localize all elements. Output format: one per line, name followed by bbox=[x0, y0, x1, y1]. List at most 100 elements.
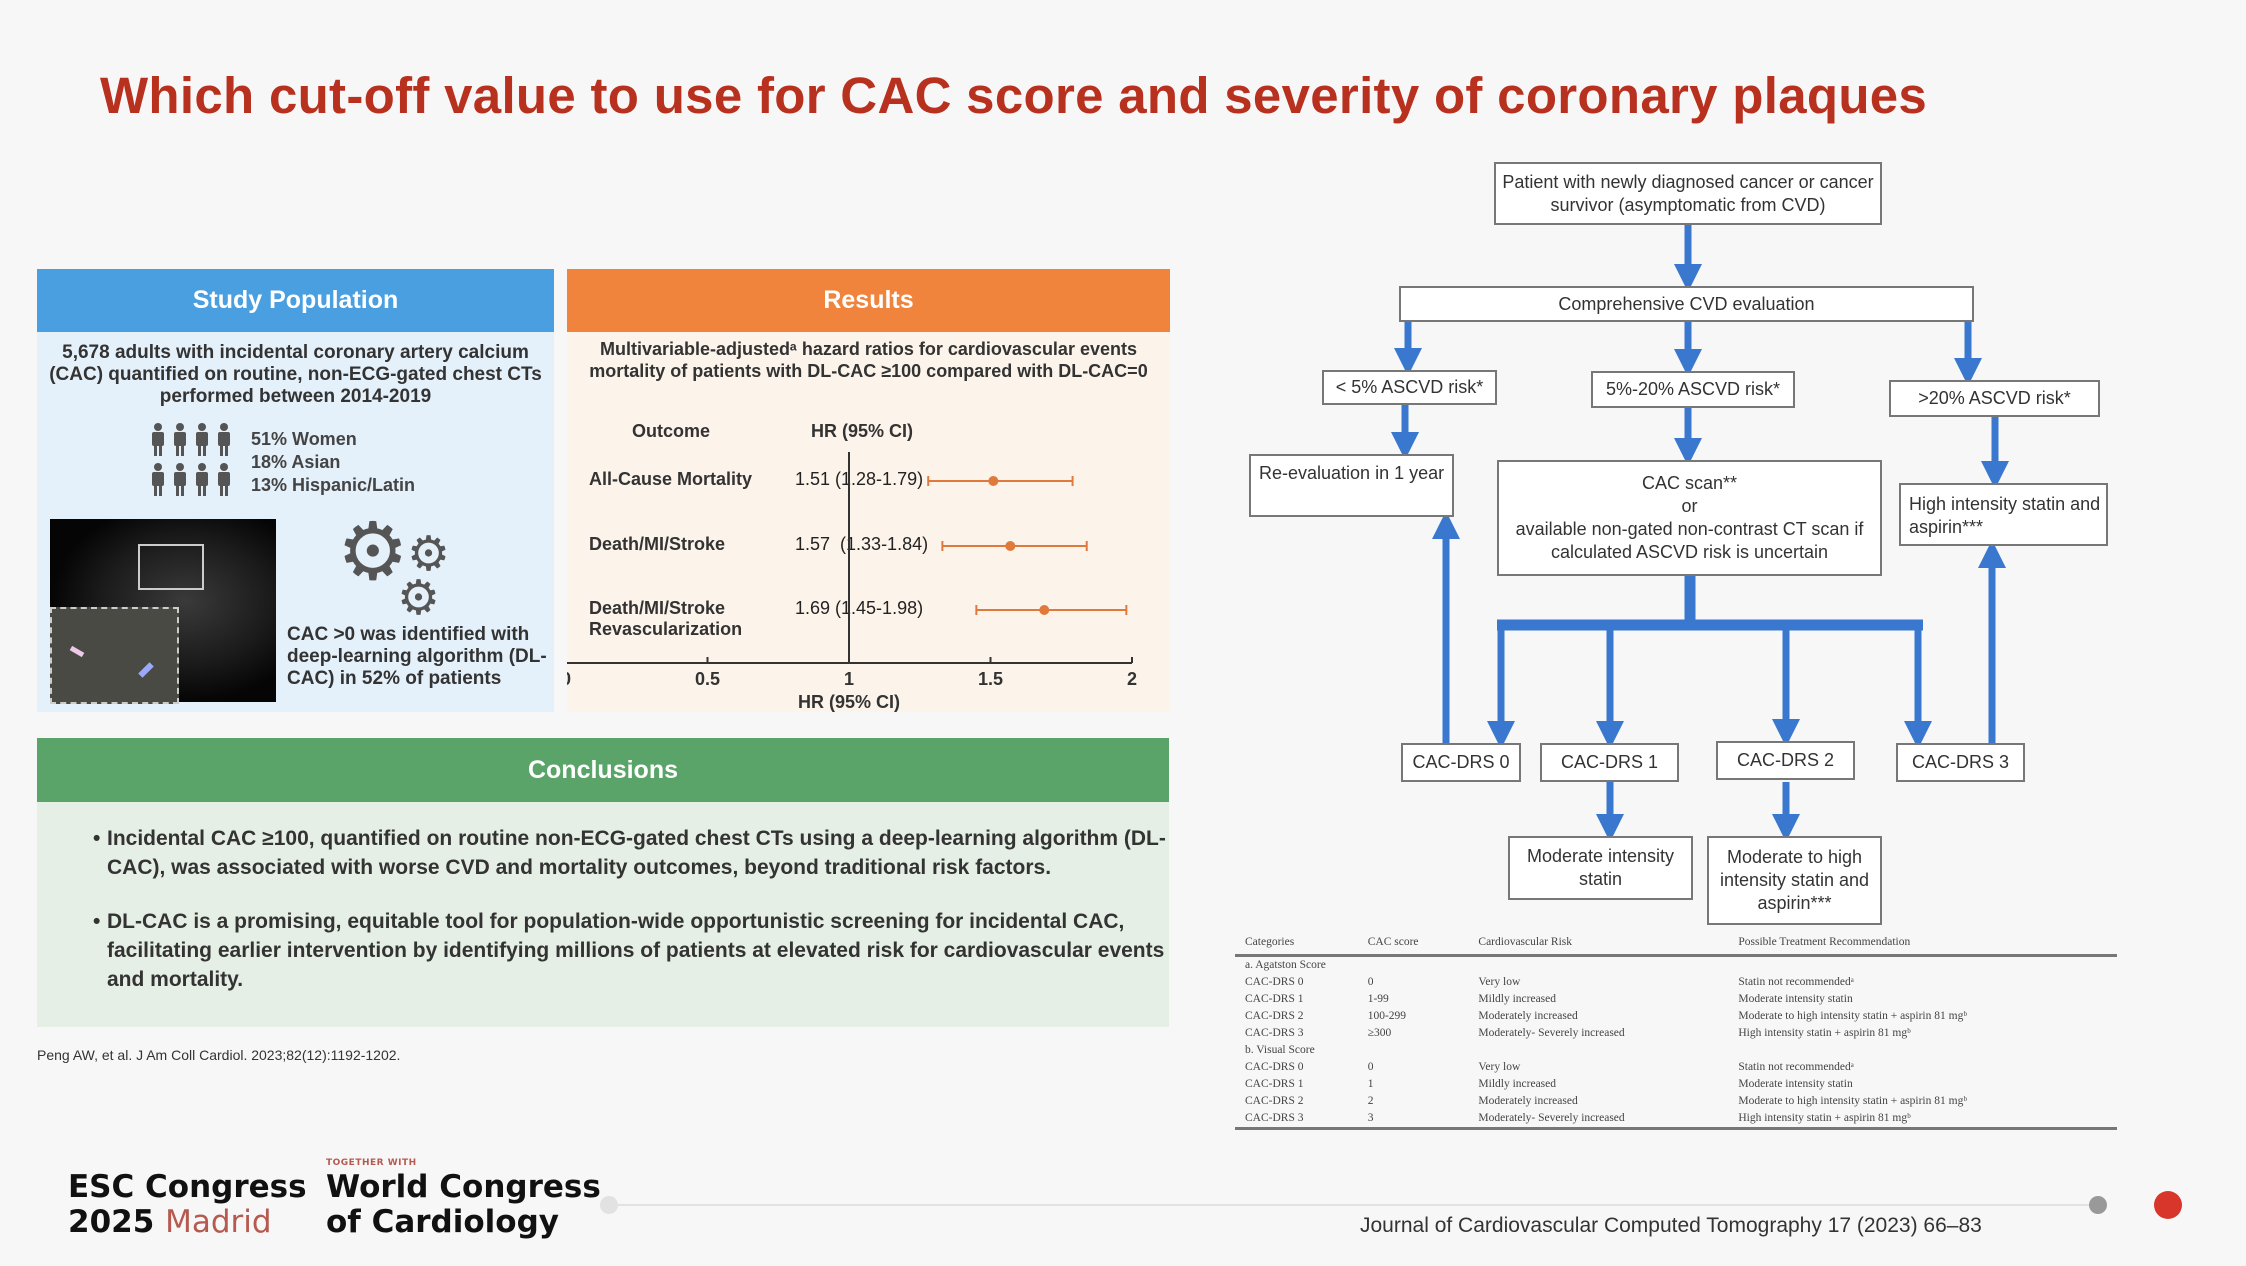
col-outcome: Outcome bbox=[632, 421, 711, 441]
table-cell: Mildly increased bbox=[1478, 993, 1557, 1005]
table-cell: Moderate to high intensity statin + aspi… bbox=[1738, 1010, 1967, 1022]
gears-icon: ⚙ ⚙ ⚙ bbox=[337, 505, 451, 627]
table-cell: 1 bbox=[1367, 1078, 1374, 1090]
hr-point bbox=[1005, 541, 1016, 551]
x-tick-label: 2 bbox=[1127, 669, 1137, 689]
citation-left: Peng AW, et al. J Am Coll Cardiol. 2023;… bbox=[37, 1047, 401, 1063]
flow-drs3-box: CAC-DRS 3 bbox=[1896, 743, 2025, 782]
table-row: CAC-DRS 3 3 Moderately- Severely increased… bbox=[1235, 1110, 2117, 1130]
slide-title: Which cut-off value to use for CAC score… bbox=[100, 67, 1928, 124]
study-population-panel: 5,678 adults with incidental coronary ar… bbox=[37, 332, 554, 712]
hr-value: 1.51 (1.28-1.79) bbox=[795, 469, 924, 489]
stat-asian: 18% Asian bbox=[251, 452, 341, 472]
results-header: Results bbox=[567, 269, 1170, 332]
forest-plot: 0 0.5 1 1.5 2 HR (95% CI) bbox=[567, 452, 1137, 712]
table-cell: Moderately increased bbox=[1478, 1010, 1578, 1022]
table-row: CAC-DRS 3 ≥300 Moderately- Severely increa… bbox=[1235, 1025, 2117, 1042]
table-cell: ≥300 bbox=[1367, 1027, 1392, 1039]
x-tick-label: 0 bbox=[567, 669, 571, 689]
outcome-label: Death/MI/Stroke bbox=[589, 534, 726, 554]
people-icon bbox=[152, 423, 230, 496]
x-tick-label: 0.5 bbox=[695, 669, 720, 689]
table-row: CAC-DRS 0 0 Very low Statin not recommended… bbox=[1235, 1059, 2117, 1076]
col-header: Categories bbox=[1235, 934, 1358, 957]
flow-reeval-box: Re-evaluation in 1 year bbox=[1249, 454, 1454, 517]
conclusions-header: Conclusions bbox=[37, 738, 1169, 802]
section-label: a. Agatston Score bbox=[1245, 959, 1326, 971]
flow-risk-mid-box: 5%-20% ASCVD risk* bbox=[1591, 371, 1795, 408]
flow-drs1-box: CAC-DRS 1 bbox=[1540, 743, 1679, 782]
table-cell: CAC-DRS 3 bbox=[1245, 1027, 1304, 1039]
flow-moderate-box: Moderate intensity statin bbox=[1508, 836, 1693, 900]
table-cell: CAC-DRS 2 bbox=[1245, 1010, 1304, 1022]
together-with: TOGETHER WITH bbox=[326, 1158, 417, 1168]
outcome-label: All-Cause Mortality bbox=[589, 469, 753, 489]
x-tick-label: 1.5 bbox=[978, 669, 1003, 689]
outcome-label: Death/MI/Stroke Revascularization bbox=[589, 598, 743, 639]
flow-mod-high-box: Moderate to high intensity statin and as… bbox=[1707, 836, 1882, 925]
table-cell: CAC-DRS 1 bbox=[1245, 1078, 1304, 1090]
table-cell: High intensity statin + aspirin 81 mgᵇ bbox=[1738, 1027, 1911, 1039]
flow-cac-scan-box: CAC scan** or available non-gated non-co… bbox=[1497, 460, 1882, 576]
table-cell: Mildly increased bbox=[1478, 1078, 1557, 1090]
hr-point bbox=[988, 476, 999, 486]
table-cell: Very low bbox=[1478, 1061, 1521, 1073]
table-cell: 100-299 bbox=[1367, 1010, 1407, 1022]
population-description: 5,678 adults with incidental coronary ar… bbox=[49, 342, 542, 407]
table-cell: CAC-DRS 0 bbox=[1245, 976, 1304, 988]
conclusions-panel: • Incidental CAC ≥100, quantified on rout… bbox=[37, 802, 1169, 1027]
col-header: Possible Treatment Recommendation bbox=[1728, 934, 2117, 957]
table-row: CAC-DRS 2 100-299 Moderately increased Mode… bbox=[1235, 1008, 2117, 1025]
results-panel: Multivariable-adjustedᵃ hazard ratios fo… bbox=[567, 332, 1170, 712]
table-cell: CAC-DRS 3 bbox=[1235, 1110, 1358, 1130]
table-cell: CAC-DRS 1 bbox=[1245, 993, 1304, 1005]
hr-point bbox=[1039, 605, 1050, 615]
flow-risk-high-box: >20% ASCVD risk* bbox=[1889, 380, 2100, 417]
table-row: CAC-DRS 2 2 Moderately increased Moderate t… bbox=[1235, 1093, 2117, 1110]
x-axis-label: HR (95% CI) bbox=[798, 692, 900, 712]
x-tick-label: 1 bbox=[844, 669, 854, 689]
table-cell: Statin not recommendedᵃ bbox=[1738, 976, 1854, 988]
table-cell: Moderately increased bbox=[1478, 1095, 1578, 1107]
table-cell: 2 bbox=[1367, 1095, 1374, 1107]
ct-scan-image bbox=[50, 519, 276, 704]
table-cell: Statin not recommendedᵃ bbox=[1738, 1061, 1854, 1073]
table-cell: Moderate intensity statin bbox=[1738, 993, 1853, 1005]
slide-progress-track[interactable] bbox=[610, 1204, 2100, 1206]
table-cell: Moderate intensity statin bbox=[1738, 1078, 1853, 1090]
table-cell: 0 bbox=[1367, 976, 1374, 988]
table-row: CAC-DRS 0 0 Very low Statin not recommended… bbox=[1235, 974, 2117, 991]
table-cell: Very low bbox=[1478, 976, 1521, 988]
progress-current-dot[interactable] bbox=[2089, 1196, 2107, 1214]
flow-patient-box: Patient with newly diagnosed cancer or c… bbox=[1494, 162, 1882, 225]
table-cell: 3 bbox=[1357, 1110, 1469, 1130]
cac-drs-table: Categories CAC score Cardiovascular Risk… bbox=[1235, 934, 2117, 1130]
stat-hispanic: 13% Hispanic/Latin bbox=[251, 475, 416, 495]
results-subtitle: Multivariable-adjustedᵃ hazard ratios fo… bbox=[589, 339, 1148, 381]
table-row: CAC-DRS 1 1 Mildly increased Moderate inten… bbox=[1235, 1076, 2117, 1093]
hr-value: 1.69 (1.45-1.98) bbox=[795, 598, 924, 618]
conclusion-item: • Incidental CAC ≥100, quantified on rout… bbox=[93, 827, 1166, 879]
progress-end-dot[interactable] bbox=[2154, 1191, 2182, 1219]
table-cell: Moderately- Severely increased bbox=[1478, 1027, 1625, 1039]
conclusion-item: • DL-CAC is a promising, equitable tool f… bbox=[93, 910, 1165, 991]
hr-value: 1.57 (1.33-1.84) bbox=[795, 534, 929, 554]
flow-drs0-box: CAC-DRS 0 bbox=[1401, 743, 1521, 782]
study-population-header: Study Population bbox=[37, 269, 554, 332]
table-row: CAC-DRS 1 1-99 Mildly increased Moderate in… bbox=[1235, 991, 2117, 1008]
citation-right: Journal of Cardiovascular Computed Tomog… bbox=[1360, 1214, 1982, 1237]
wcc-logo: World Congress of Cardiology bbox=[326, 1169, 601, 1240]
table-cell: CAC-DRS 0 bbox=[1245, 1061, 1304, 1073]
flow-risk-low-box: < 5% ASCVD risk* bbox=[1322, 370, 1497, 405]
progress-start-dot bbox=[600, 1196, 618, 1214]
table-cell: Moderately- Severely increased bbox=[1468, 1110, 1729, 1130]
table-cell: 0 bbox=[1367, 1061, 1374, 1073]
flow-evaluation-box: Comprehensive CVD evaluation bbox=[1399, 286, 1974, 322]
table-cell: Moderate to high intensity statin + aspi… bbox=[1738, 1095, 1967, 1107]
dl-cac-text: CAC >0 was identified with deep-learning… bbox=[287, 624, 547, 689]
section-label: b. Visual Score bbox=[1245, 1044, 1315, 1056]
flow-drs2-box: CAC-DRS 2 bbox=[1716, 741, 1855, 780]
table-cell: 1-99 bbox=[1367, 993, 1389, 1005]
table-cell: High intensity statin + aspirin 81 mgᵇ bbox=[1728, 1110, 2117, 1130]
